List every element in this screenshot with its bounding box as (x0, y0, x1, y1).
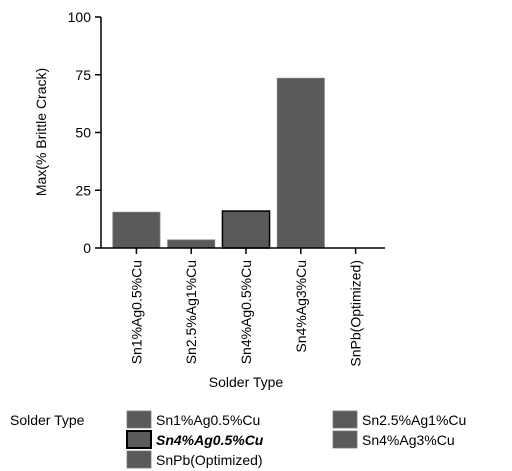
bars (112, 77, 325, 249)
x-tick-label: SnPb(Optimized) (348, 260, 364, 367)
legend-label: Sn4%Ag3%Cu (362, 432, 455, 448)
x-tick-label: Sn4%Ag0.5%Cu (238, 260, 254, 364)
legend-label: Sn2.5%Ag1%Cu (362, 412, 466, 428)
bar (221, 210, 271, 249)
bar (112, 211, 161, 249)
legend-label: SnPb(Optimized) (156, 452, 263, 468)
bar (167, 239, 216, 249)
x-tick-label: Sn2.5%Ag1%Cu (183, 260, 199, 364)
y-tick-label: 100 (68, 9, 92, 25)
x-axis: Sn1%Ag0.5%Cu Sn2.5%Ag1%Cu Sn4%Ag0.5%Cu Sn4%… (101, 247, 385, 367)
y-axis-title: Max(% Brittle Crack) (33, 68, 49, 196)
y-tick-label: 50 (75, 125, 91, 141)
y-axis: 0 25 50 75 100 (68, 9, 102, 256)
legend-swatch (126, 410, 152, 429)
legend-label: Sn1%Ag0.5%Cu (156, 412, 260, 428)
x-tick-label: Sn1%Ag0.5%Cu (128, 260, 144, 364)
y-tick-label: 75 (75, 67, 91, 83)
legend: Solder Type Sn1%Ag0.5%Cu Sn2.5%Ag1%Cu Sn4%… (10, 410, 466, 469)
legend-label: Sn4%Ag0.5%Cu (156, 432, 264, 448)
legend-swatch (332, 430, 358, 449)
legend-swatch (126, 450, 152, 469)
y-tick-label: 0 (83, 240, 91, 256)
legend-swatch (332, 410, 358, 429)
y-tick-label: 25 (75, 182, 91, 198)
legend-swatch (126, 430, 152, 449)
legend-title: Solder Type (10, 412, 85, 428)
x-axis-title: Solder Type (209, 374, 284, 390)
x-tick-label: Sn4%Ag3%Cu (293, 260, 309, 353)
bar (276, 77, 325, 249)
